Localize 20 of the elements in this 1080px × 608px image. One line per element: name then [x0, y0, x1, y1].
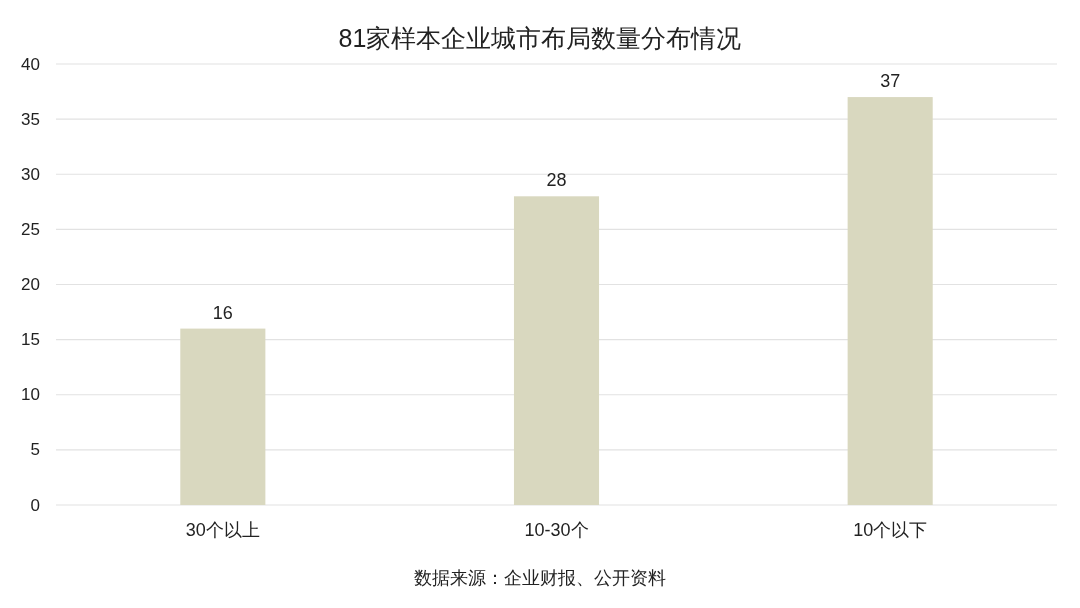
y-tick-label: 0	[30, 495, 40, 515]
y-tick-label: 25	[21, 219, 40, 239]
bar	[847, 97, 933, 505]
bar	[513, 196, 600, 505]
bar	[180, 328, 266, 505]
y-tick-label: 20	[21, 275, 40, 294]
y-tick-label: 10	[21, 385, 40, 405]
y-tick-label: 40	[21, 54, 40, 74]
y-tick-label: 15	[21, 330, 40, 350]
data-label: 16	[212, 302, 233, 323]
x-tick-label: 10个以下	[853, 520, 928, 540]
y-tick-label: 35	[21, 109, 40, 129]
y-tick-label: 30	[21, 164, 40, 184]
source-note: 数据来源：企业财报、公开资料	[414, 568, 666, 588]
x-tick-label: 10-30个	[524, 520, 589, 540]
x-tick-label: 30个以上	[185, 520, 260, 540]
chart-title: 81家样本企业城市布局数量分布情况	[338, 24, 742, 52]
data-label: 37	[880, 71, 901, 92]
y-tick-label: 5	[30, 440, 40, 460]
data-label: 28	[546, 170, 567, 191]
